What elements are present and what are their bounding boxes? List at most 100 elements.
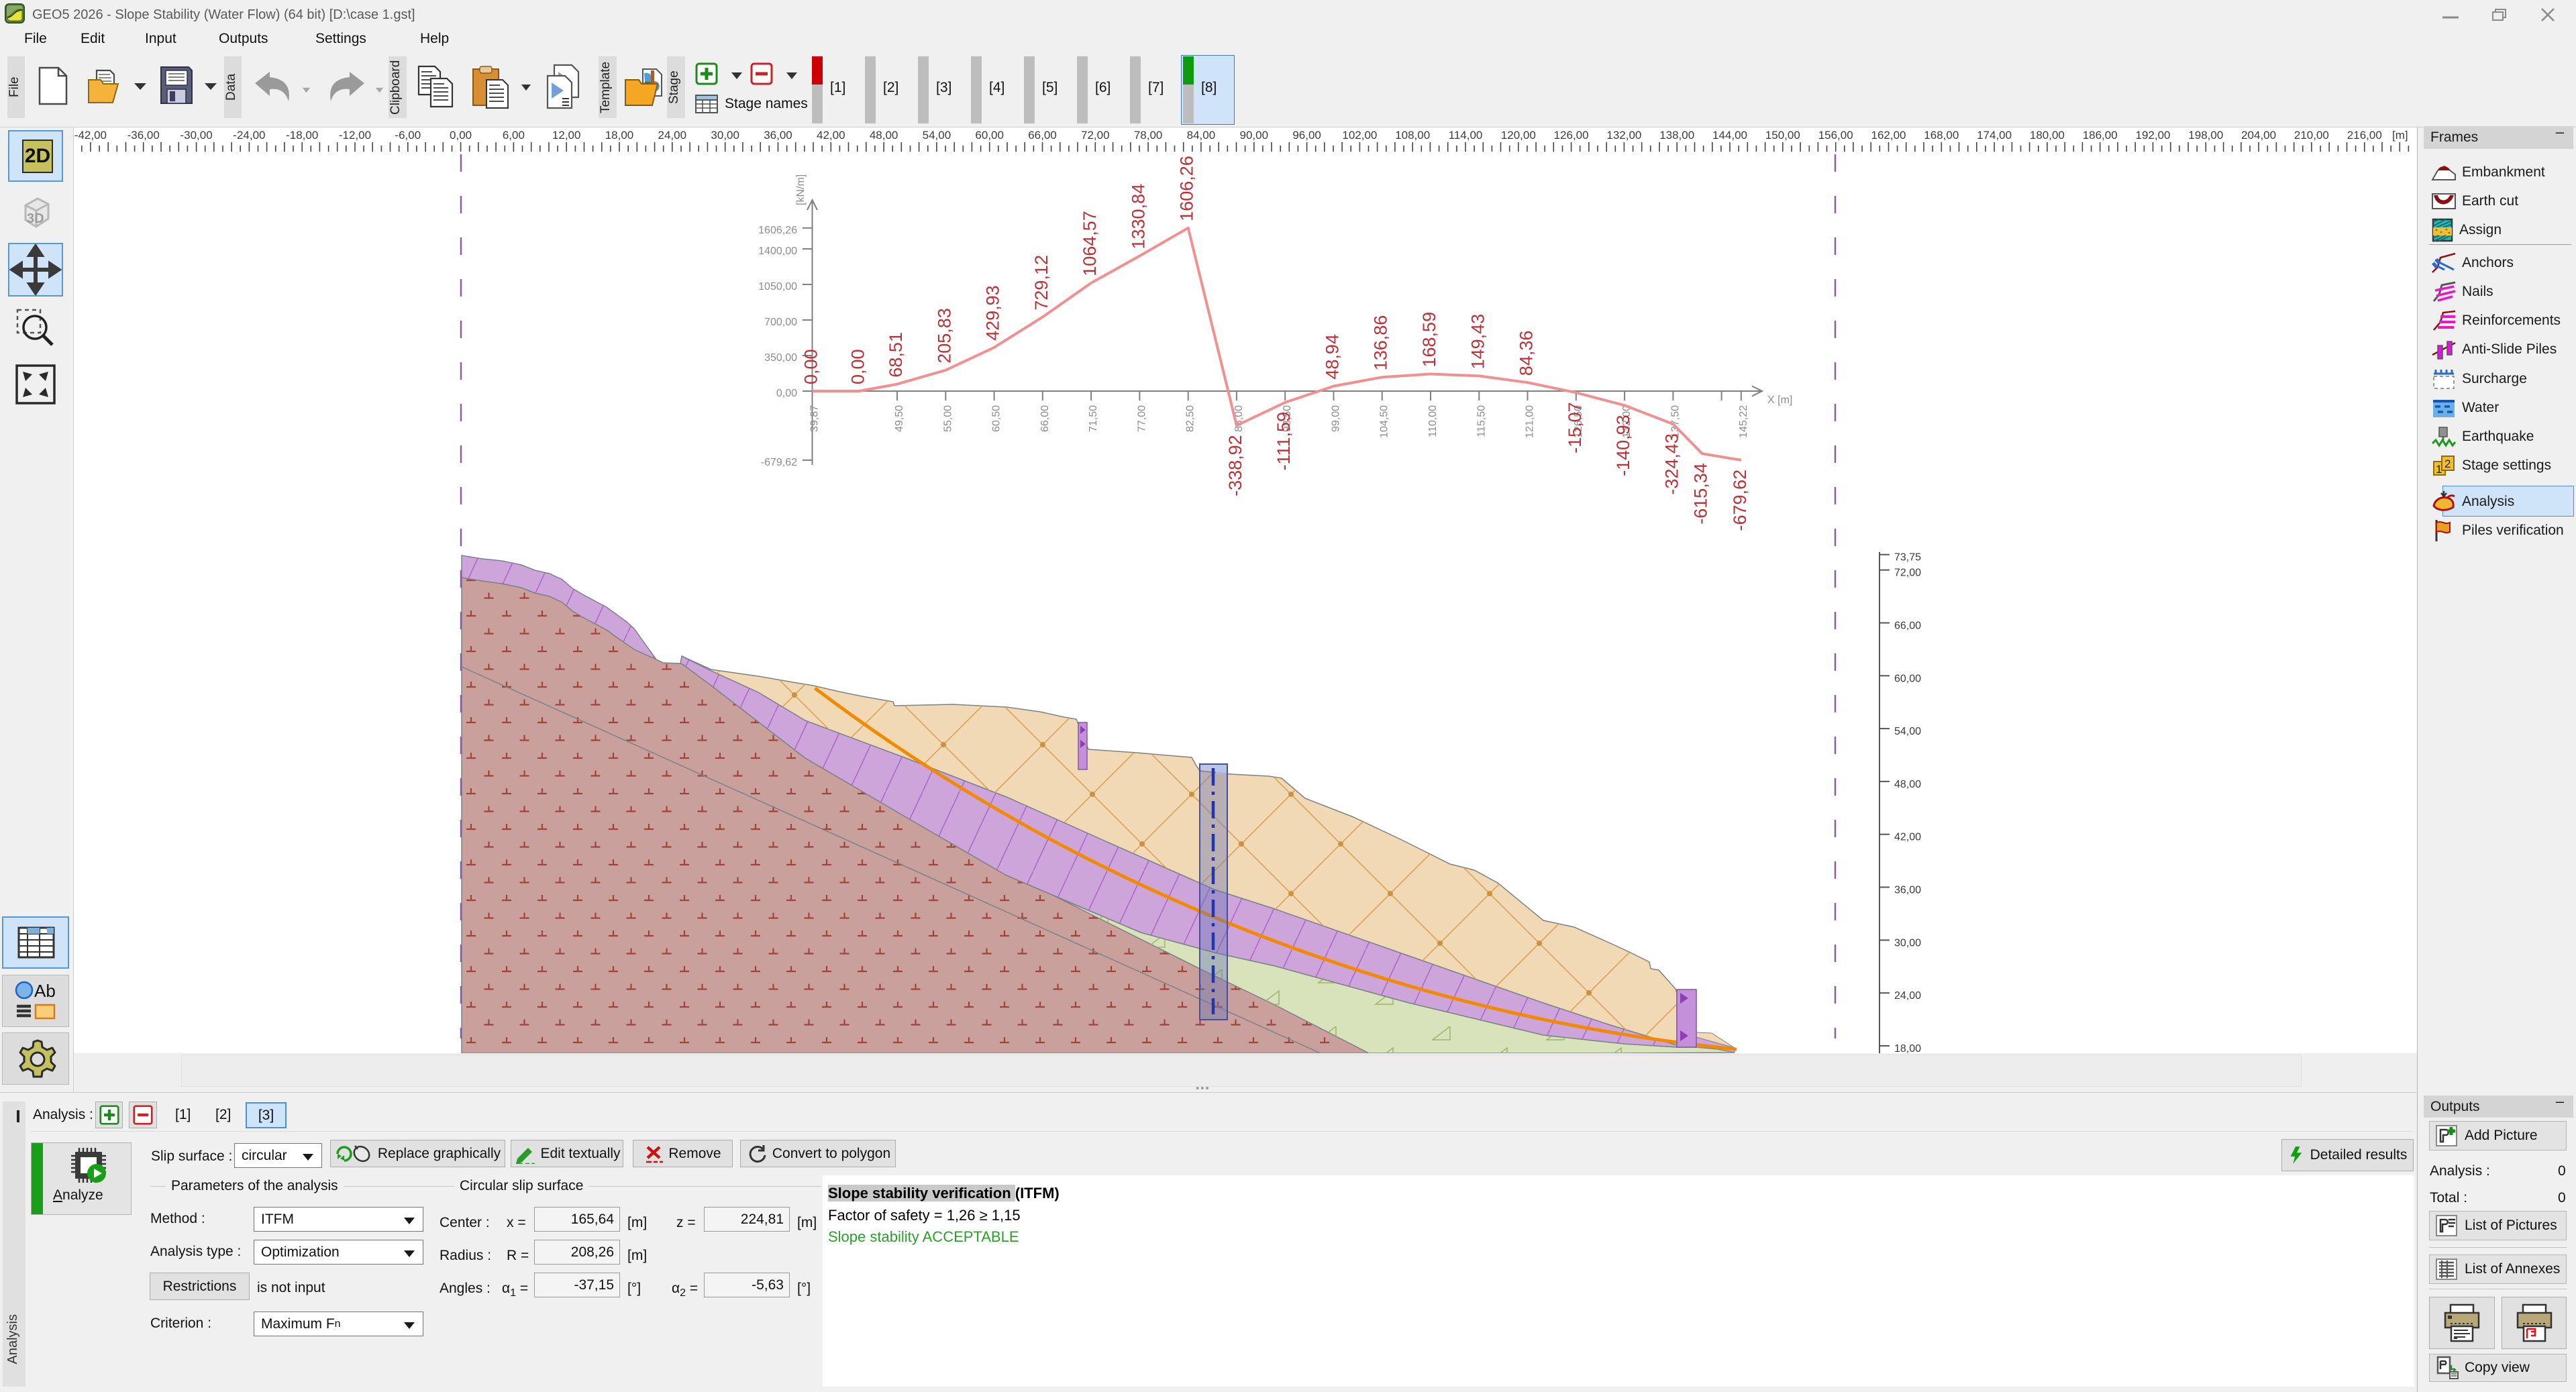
svg-text:168,59: 168,59 — [1419, 312, 1439, 368]
svg-text:108,00: 108,00 — [1395, 129, 1430, 142]
svg-text:36,00: 36,00 — [764, 129, 792, 142]
svg-text:0,00: 0,00 — [776, 388, 797, 399]
svg-text:66,00: 66,00 — [1028, 129, 1057, 142]
svg-text:93,50: 93,50 — [1282, 405, 1293, 432]
svg-text:73,75: 73,75 — [1894, 552, 1921, 564]
svg-text:120,00: 120,00 — [1501, 129, 1536, 142]
svg-text:54,00: 54,00 — [923, 129, 951, 142]
svg-text:350,00: 350,00 — [764, 352, 797, 364]
svg-text:6,00: 6,00 — [503, 129, 525, 142]
svg-text:71,50: 71,50 — [1088, 405, 1099, 432]
svg-text:42,00: 42,00 — [817, 129, 845, 142]
svg-text:126,50: 126,50 — [1573, 405, 1584, 438]
svg-text:84,36: 84,36 — [1516, 331, 1537, 376]
svg-text:729,12: 729,12 — [1031, 255, 1051, 311]
svg-text:126,00: 126,00 — [1554, 129, 1589, 142]
svg-text:-615,34: -615,34 — [1691, 463, 1711, 525]
svg-text:-111,59: -111,59 — [1274, 412, 1294, 471]
svg-text:78,00: 78,00 — [1134, 129, 1163, 142]
svg-text:66,00: 66,00 — [1894, 621, 1921, 632]
svg-text:204,00: 204,00 — [2241, 129, 2276, 142]
svg-text:[m]: [m] — [2392, 129, 2408, 142]
svg-text:168,00: 168,00 — [1924, 129, 1959, 142]
svg-text:30,00: 30,00 — [711, 129, 739, 142]
svg-text:136,86: 136,86 — [1371, 315, 1391, 371]
svg-text:115,50: 115,50 — [1476, 405, 1487, 437]
svg-text:132,00: 132,00 — [1621, 405, 1633, 438]
svg-text:1400,00: 1400,00 — [758, 246, 797, 257]
svg-text:-24,00: -24,00 — [233, 129, 265, 142]
svg-text:110,00: 110,00 — [1427, 405, 1439, 437]
svg-text:121,00: 121,00 — [1525, 405, 1536, 438]
svg-text:1606,26: 1606,26 — [758, 225, 797, 236]
svg-text:Ab: Ab — [34, 981, 56, 1001]
svg-text:-15,07: -15,07 — [1565, 402, 1585, 453]
svg-text:30,00: 30,00 — [1894, 937, 1921, 949]
svg-text:0,00: 0,00 — [801, 349, 821, 384]
svg-text:-36,00: -36,00 — [127, 129, 160, 142]
svg-text:48,00: 48,00 — [1894, 779, 1921, 790]
svg-text:82,50: 82,50 — [1185, 405, 1196, 432]
svg-text:104,50: 104,50 — [1379, 405, 1390, 438]
svg-text:700,00: 700,00 — [764, 317, 797, 328]
svg-text:149,43: 149,43 — [1467, 314, 1488, 370]
svg-text:114,00: 114,00 — [1449, 129, 1483, 142]
svg-text:1: 1 — [2436, 463, 2442, 476]
svg-text:180,00: 180,00 — [2030, 129, 2065, 142]
svg-text:174,00: 174,00 — [1977, 129, 2012, 142]
svg-text:66,00: 66,00 — [1039, 405, 1051, 432]
svg-text:18,00: 18,00 — [605, 129, 634, 142]
svg-text:84,00: 84,00 — [1187, 129, 1216, 142]
svg-text:36,00: 36,00 — [1894, 885, 1921, 896]
svg-text:-30,00: -30,00 — [180, 129, 212, 142]
svg-text:99,00: 99,00 — [1331, 405, 1342, 432]
svg-text:1050,00: 1050,00 — [758, 281, 797, 292]
svg-text:39,87: 39,87 — [809, 405, 821, 432]
svg-text:72,00: 72,00 — [1081, 129, 1110, 142]
svg-text:-679,62: -679,62 — [761, 457, 797, 468]
svg-text:42,00: 42,00 — [1894, 832, 1921, 843]
svg-text:-679,62: -679,62 — [1730, 470, 1750, 531]
svg-text:192,00: 192,00 — [2136, 129, 2171, 142]
svg-text:137,50: 137,50 — [1669, 405, 1681, 438]
svg-text:12,00: 12,00 — [552, 129, 581, 142]
svg-text:24,00: 24,00 — [1894, 990, 1921, 1002]
svg-text:216,00: 216,00 — [2347, 129, 2382, 142]
svg-text:-6,00: -6,00 — [395, 129, 421, 142]
svg-text:156,00: 156,00 — [1818, 129, 1853, 142]
svg-text:68,51: 68,51 — [886, 332, 906, 378]
svg-text:49,50: 49,50 — [894, 405, 905, 432]
svg-text:205,83: 205,83 — [934, 308, 954, 364]
svg-text:54,00: 54,00 — [1894, 726, 1921, 737]
svg-text:60,00: 60,00 — [1894, 673, 1921, 684]
svg-text:60,50: 60,50 — [991, 405, 1002, 432]
svg-text:90,00: 90,00 — [1240, 129, 1269, 142]
svg-text:210,00: 210,00 — [2294, 129, 2329, 142]
svg-text:162,00: 162,00 — [1871, 129, 1906, 142]
svg-text:48,94: 48,94 — [1323, 334, 1343, 380]
svg-text:X [m]: X [m] — [1767, 394, 1792, 406]
svg-text:150,00: 150,00 — [1765, 129, 1800, 142]
svg-text:1064,57: 1064,57 — [1080, 211, 1100, 276]
svg-text:77,00: 77,00 — [1136, 405, 1147, 432]
svg-text:-18,00: -18,00 — [286, 129, 318, 142]
svg-text:55,00: 55,00 — [942, 405, 954, 432]
svg-text:-324,43: -324,43 — [1661, 433, 1682, 495]
svg-text:138,00: 138,00 — [1659, 129, 1694, 142]
svg-text:96,00: 96,00 — [1292, 129, 1321, 142]
svg-text:132,00: 132,00 — [1606, 129, 1641, 142]
svg-text:3D: 3D — [27, 211, 44, 226]
svg-text:-42,00: -42,00 — [74, 129, 107, 142]
svg-text:1330,84: 1330,84 — [1128, 184, 1148, 250]
svg-text:-338,92: -338,92 — [1225, 435, 1245, 496]
svg-text:0,00: 0,00 — [450, 129, 472, 142]
svg-text:72,00: 72,00 — [1894, 568, 1921, 579]
svg-text:145,22: 145,22 — [1738, 405, 1749, 438]
svg-text:2: 2 — [2444, 458, 2451, 470]
svg-text:[kN/m]: [kN/m] — [795, 174, 807, 205]
svg-text:18,00: 18,00 — [1894, 1043, 1921, 1053]
svg-text:-12,00: -12,00 — [339, 129, 371, 142]
svg-text:429,93: 429,93 — [983, 285, 1003, 341]
svg-text:102,00: 102,00 — [1342, 129, 1377, 142]
svg-text:1606,26: 1606,26 — [1177, 156, 1197, 221]
